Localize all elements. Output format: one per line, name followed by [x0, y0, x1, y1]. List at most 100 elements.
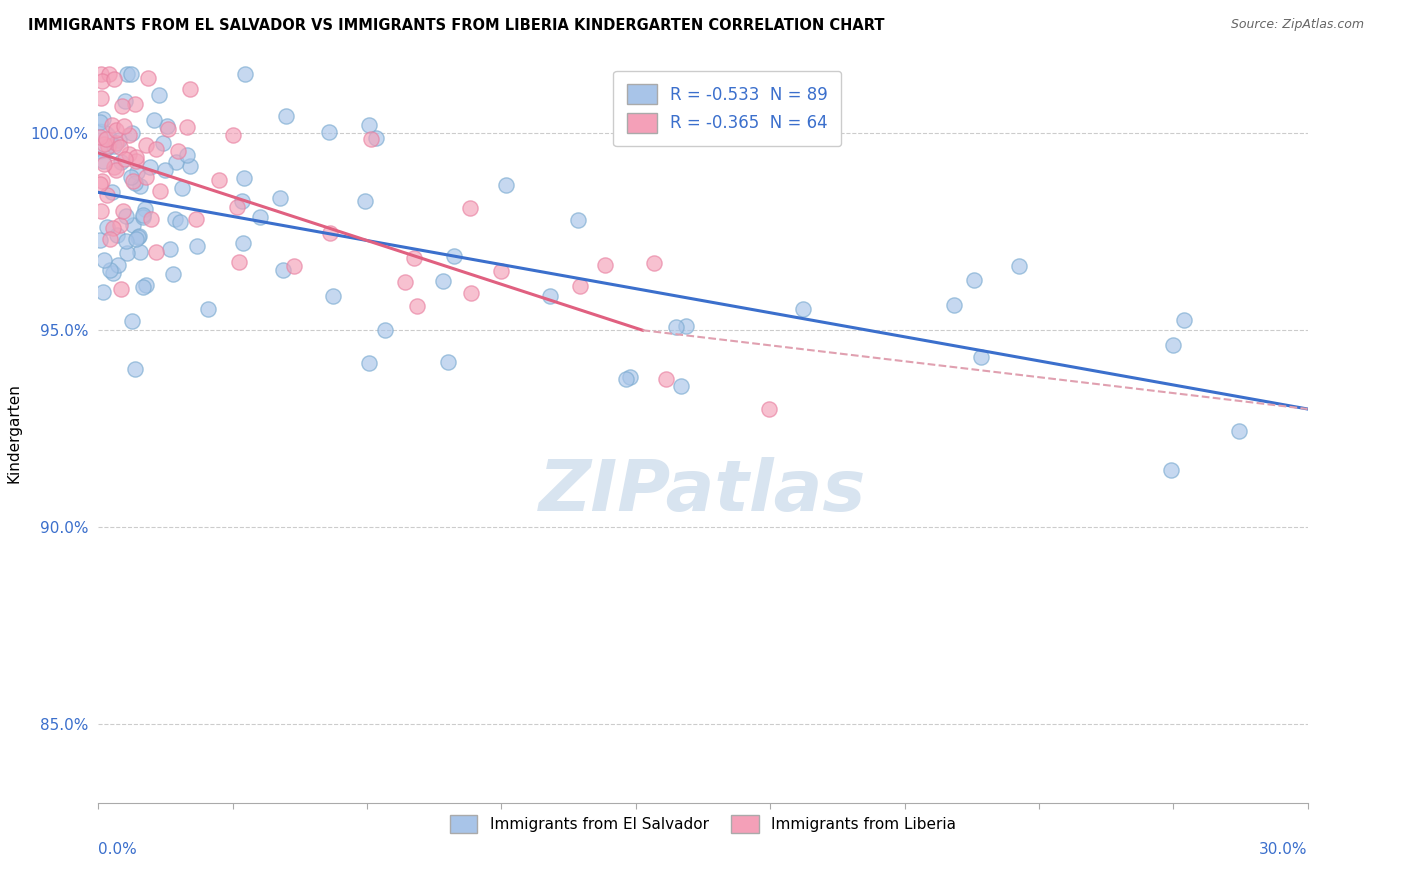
Point	[122, 174, 145, 188]
Point	[108, 133, 131, 147]
Point	[135, 137, 157, 152]
Point	[458, 201, 481, 215]
Point	[360, 132, 382, 146]
Point	[569, 279, 592, 293]
Point	[665, 320, 688, 334]
Point	[406, 299, 429, 313]
Point	[167, 145, 190, 159]
Point	[165, 154, 187, 169]
Point	[184, 212, 207, 227]
Point	[121, 314, 143, 328]
Point	[91, 74, 114, 88]
Point	[495, 178, 517, 192]
Point	[111, 98, 134, 112]
Point	[232, 171, 254, 186]
Point	[132, 208, 155, 222]
Point	[114, 94, 136, 108]
Point	[231, 194, 253, 208]
Point	[90, 91, 112, 105]
Point	[98, 67, 121, 81]
Point	[104, 136, 127, 150]
Point	[179, 159, 201, 173]
Point	[127, 230, 149, 244]
Point	[357, 356, 380, 370]
Point	[675, 318, 697, 333]
Point	[443, 249, 465, 263]
Point	[595, 258, 617, 272]
Y-axis label: Kindergarten: Kindergarten	[7, 383, 21, 483]
Point	[318, 227, 340, 241]
Point	[1173, 312, 1195, 326]
Point	[176, 120, 198, 135]
Point	[1229, 425, 1251, 439]
Point	[225, 200, 247, 214]
Point	[135, 170, 157, 185]
Point	[169, 215, 191, 229]
Point	[118, 147, 141, 161]
Point	[101, 267, 124, 281]
Point	[176, 147, 198, 161]
Point	[149, 184, 172, 198]
Point	[104, 123, 127, 137]
Point	[162, 267, 184, 281]
Point	[121, 126, 143, 140]
Point	[124, 177, 146, 191]
Point	[538, 289, 561, 303]
Point	[643, 255, 665, 269]
Point	[94, 132, 117, 146]
Point	[117, 67, 139, 81]
Point	[404, 251, 426, 265]
Point	[141, 212, 163, 227]
Point	[159, 242, 181, 256]
Point	[103, 139, 125, 153]
Point	[89, 134, 111, 148]
Point	[91, 174, 114, 188]
Point	[124, 232, 146, 246]
Point	[125, 154, 148, 169]
Point	[96, 219, 118, 234]
Point	[89, 233, 111, 247]
Point	[758, 402, 780, 417]
Point	[142, 113, 165, 128]
Text: 0.0%: 0.0%	[98, 842, 138, 856]
Point	[120, 67, 142, 81]
Point	[103, 220, 125, 235]
Point	[357, 118, 380, 132]
Point	[228, 255, 250, 269]
Point	[274, 109, 297, 123]
Point	[128, 229, 150, 244]
Point	[129, 178, 152, 193]
Point	[271, 263, 294, 277]
Point	[233, 67, 256, 81]
Point	[122, 218, 145, 232]
Point	[124, 97, 146, 112]
Point	[249, 210, 271, 224]
Point	[619, 370, 641, 384]
Point	[186, 239, 208, 253]
Point	[432, 274, 454, 288]
Point	[136, 70, 159, 85]
Point	[155, 163, 177, 178]
Point	[124, 361, 146, 376]
Point	[115, 234, 138, 248]
Point	[318, 125, 340, 139]
Text: IMMIGRANTS FROM EL SALVADOR VS IMMIGRANTS FROM LIBERIA KINDERGARTEN CORRELATION : IMMIGRANTS FROM EL SALVADOR VS IMMIGRANT…	[28, 18, 884, 33]
Point	[208, 173, 231, 187]
Text: ZIPatlas: ZIPatlas	[540, 458, 866, 526]
Point	[91, 153, 114, 168]
Text: Source: ZipAtlas.com: Source: ZipAtlas.com	[1230, 18, 1364, 31]
Point	[1160, 463, 1182, 477]
Point	[614, 372, 637, 386]
Point	[179, 82, 201, 96]
Point	[152, 136, 174, 150]
Point	[322, 289, 344, 303]
Point	[436, 355, 458, 369]
Point	[134, 202, 156, 216]
Point	[145, 142, 167, 156]
Point	[89, 115, 111, 129]
Point	[96, 188, 118, 202]
Point	[118, 128, 141, 142]
Point	[89, 177, 111, 191]
Point	[671, 378, 693, 392]
Point	[942, 298, 965, 312]
